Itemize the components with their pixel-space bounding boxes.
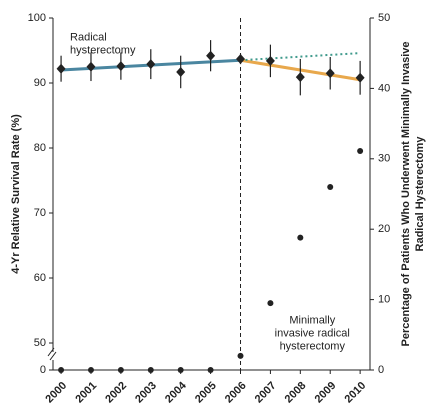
y2-tick-label: 0 bbox=[378, 364, 384, 376]
y-tick-label: 80 bbox=[34, 142, 46, 154]
y2-tick-label: 30 bbox=[378, 153, 390, 165]
annotation: hysterectomy bbox=[280, 341, 346, 353]
data-point bbox=[267, 300, 274, 307]
x-tick-label: 2006 bbox=[223, 380, 249, 406]
annotation: Minimally bbox=[289, 315, 335, 327]
data-point bbox=[207, 367, 214, 373]
x-tick-label: 2010 bbox=[343, 380, 369, 406]
data-point bbox=[58, 367, 65, 373]
annotation: Radical bbox=[70, 31, 107, 43]
annotation: hysterectomy bbox=[70, 44, 136, 56]
y-tick-label: 50 bbox=[34, 337, 46, 349]
y2-tick-label: 40 bbox=[378, 82, 390, 94]
data-point bbox=[355, 72, 365, 83]
data-point bbox=[56, 63, 66, 74]
data-point bbox=[86, 61, 96, 72]
data-point bbox=[325, 68, 335, 79]
y2-tick-label: 50 bbox=[378, 12, 390, 24]
x-tick-label: 2001 bbox=[73, 380, 99, 406]
x-tick-label: 2000 bbox=[43, 380, 69, 406]
y2-tick-label: 10 bbox=[378, 294, 390, 306]
data-point bbox=[295, 72, 305, 83]
x-tick-label: 2005 bbox=[193, 380, 219, 406]
x-tick-label: 2002 bbox=[103, 380, 129, 406]
x-tick-label: 2004 bbox=[163, 379, 189, 405]
y-tick-label: 60 bbox=[34, 272, 46, 284]
annotation: invasive radical bbox=[275, 328, 350, 340]
data-point bbox=[237, 352, 244, 359]
y2-axis-title: Percentage of Patients Who Underwent Min… bbox=[400, 41, 412, 346]
data-point bbox=[265, 55, 275, 66]
data-point bbox=[176, 66, 186, 77]
axis-break bbox=[47, 347, 55, 357]
y2-axis-title: Radical Hysterectomy bbox=[414, 136, 426, 252]
y-tick-label: 70 bbox=[34, 207, 46, 219]
x-tick-label: 2008 bbox=[283, 380, 309, 406]
data-point bbox=[206, 50, 216, 61]
data-point bbox=[87, 367, 94, 373]
data-point bbox=[357, 148, 364, 155]
y-tick-label: 90 bbox=[34, 77, 46, 89]
axis-break bbox=[49, 351, 57, 361]
y-tick-label: 100 bbox=[28, 12, 46, 24]
x-tick-label: 2007 bbox=[253, 380, 279, 406]
data-point bbox=[236, 53, 246, 64]
y-tick-label: 0 bbox=[40, 364, 46, 376]
data-point bbox=[117, 367, 124, 373]
data-point bbox=[177, 367, 184, 373]
y-axis-title: 4-Yr Relative Survival Rate (%) bbox=[10, 114, 22, 274]
data-point bbox=[297, 234, 304, 241]
y2-tick-label: 20 bbox=[378, 223, 390, 235]
data-point bbox=[147, 367, 154, 373]
data-point bbox=[146, 59, 156, 70]
data-point bbox=[116, 61, 126, 72]
data-point bbox=[327, 183, 334, 190]
x-tick-label: 2009 bbox=[313, 380, 339, 406]
x-tick-label: 2003 bbox=[133, 380, 159, 406]
